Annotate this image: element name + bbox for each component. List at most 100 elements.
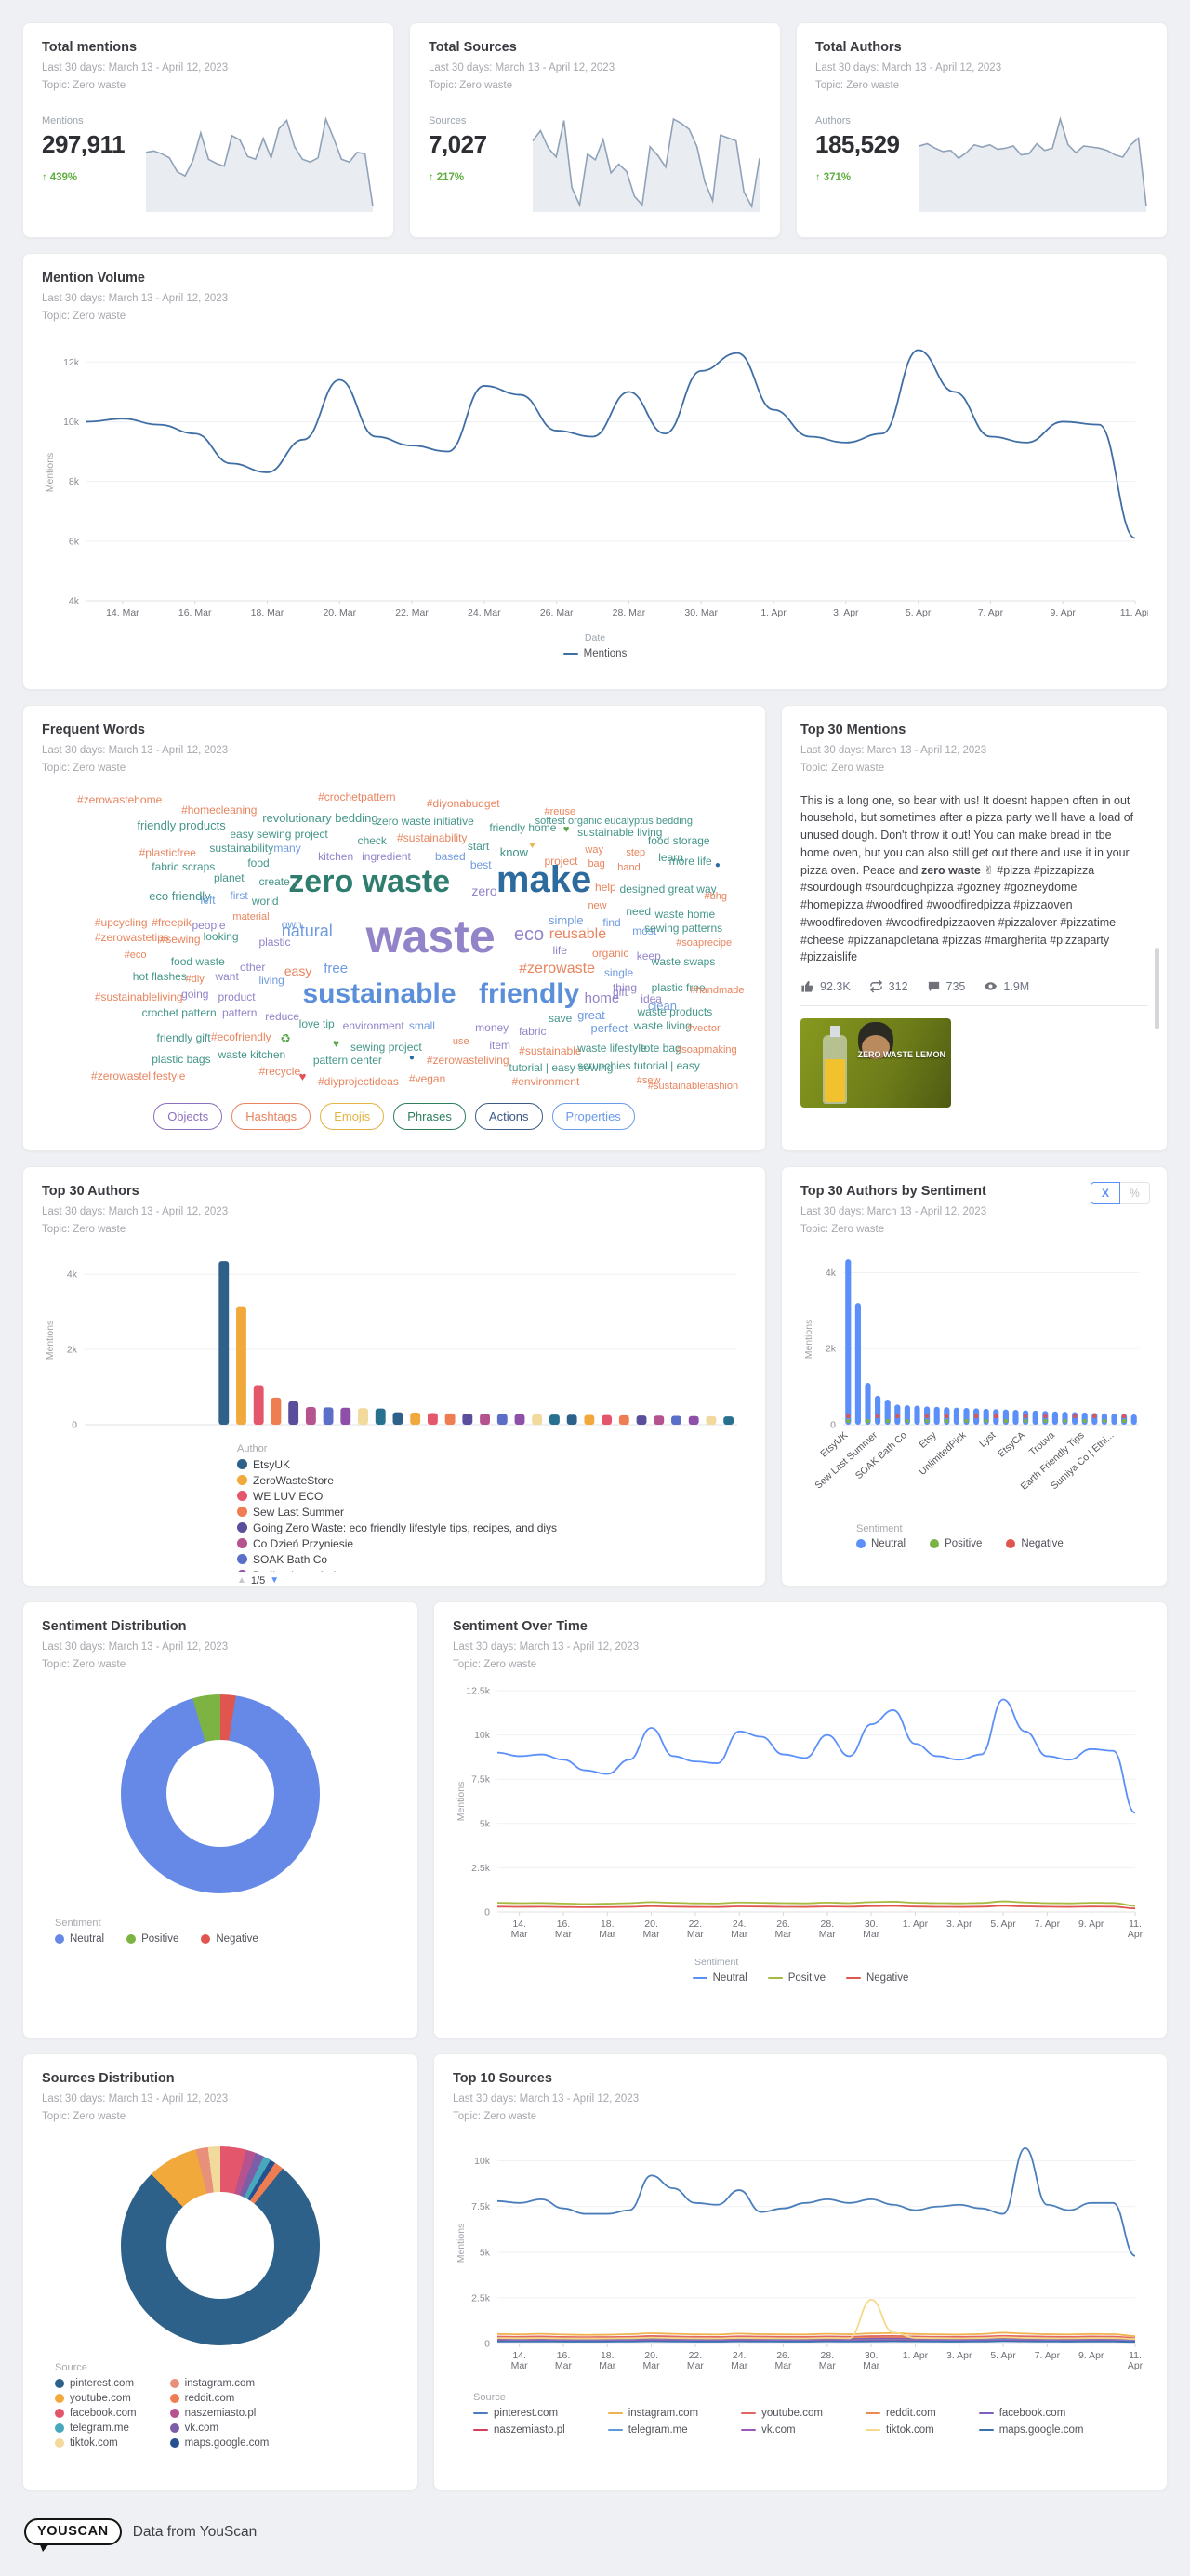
cloud-word[interactable]: waste swaps: [651, 954, 716, 968]
cloud-word[interactable]: single: [603, 965, 634, 979]
cloud-word[interactable]: crochet pattern: [141, 1006, 217, 1020]
cloud-word[interactable]: simple: [549, 913, 584, 928]
cloud-word[interactable]: friendly home: [489, 821, 557, 835]
cloud-word[interactable]: material: [232, 910, 270, 923]
cloud-word[interactable]: pattern: [222, 1006, 258, 1020]
cloud-word[interactable]: revolutionary bedding: [262, 811, 378, 826]
cloud-word[interactable]: ●: [408, 1052, 415, 1063]
legend-item[interactable]: instagram.com: [169, 2378, 270, 2389]
cloud-word[interactable]: #upcycling: [94, 915, 148, 929]
cloud-word[interactable]: #ecofriendly: [210, 1030, 271, 1044]
cloud-word[interactable]: fabric: [519, 1025, 547, 1039]
cloud-word[interactable]: easy: [284, 963, 312, 979]
cloud-word[interactable]: first: [230, 889, 248, 903]
cloud-word[interactable]: ♥: [529, 841, 536, 852]
cloud-word[interactable]: sustainability: [209, 842, 274, 856]
cloud-word[interactable]: #zerowastehome: [76, 792, 163, 806]
cloud-word[interactable]: #zerowaste: [519, 960, 595, 976]
cloud-word[interactable]: friendly products: [137, 817, 226, 832]
cloud-word[interactable]: #zerowasteliving: [426, 1054, 509, 1067]
cloud-word[interactable]: #soapmaking: [676, 1044, 737, 1056]
cloud-word[interactable]: many: [273, 842, 301, 856]
cloud-word[interactable]: #crochetpattern: [318, 790, 396, 804]
legend-item[interactable]: pinterest.com: [473, 2408, 565, 2419]
cloud-word[interactable]: eco: [513, 924, 545, 946]
legend-item[interactable]: Neutral: [692, 1972, 747, 1984]
cloud-word[interactable]: find: [602, 915, 621, 929]
cloud-word[interactable]: #plasticfree: [139, 846, 196, 860]
cloud-word[interactable]: perfect: [590, 1020, 628, 1035]
word-filter-chip-emojis[interactable]: Emojis: [320, 1102, 385, 1130]
cloud-word[interactable]: waste living: [633, 1019, 692, 1033]
cloud-word[interactable]: softest organic eucalyptus bedding: [535, 815, 693, 827]
cloud-word[interactable]: #bhg: [704, 891, 727, 903]
cloud-word[interactable]: best: [469, 858, 492, 872]
cloud-word[interactable]: #homecleaning: [181, 803, 258, 817]
cloud-word[interactable]: ♻: [280, 1031, 291, 1046]
cloud-word[interactable]: going: [181, 988, 209, 1002]
sentiment-over-time-chart[interactable]: 0 2.5k 5k 7.5k 10k 12.5k 14. Mar 16. Mar 18. Mar 20.…: [453, 1681, 1148, 1953]
cloud-word[interactable]: #diyonabudget: [426, 797, 500, 811]
cloud-word[interactable]: ●: [714, 860, 721, 871]
cloud-word[interactable]: world: [251, 895, 279, 909]
legend-item[interactable]: SOAK Bath Co: [237, 1553, 747, 1566]
legend-item[interactable]: reddit.com: [866, 2408, 936, 2419]
cloud-word[interactable]: food storage: [647, 834, 710, 848]
word-filter-chip-actions[interactable]: Actions: [474, 1102, 543, 1130]
cloud-word[interactable]: #environment: [511, 1074, 580, 1088]
cloud-word[interactable]: gift: [612, 986, 628, 1000]
legend-item[interactable]: vk.com: [741, 2424, 823, 2436]
legend-item[interactable]: naszemiasto.pl: [169, 2408, 270, 2419]
cloud-word[interactable]: other: [239, 960, 266, 974]
cloud-word[interactable]: #diyprojectideas: [318, 1075, 399, 1089]
cloud-word[interactable]: reduce: [265, 1009, 299, 1023]
cloud-word[interactable]: waste kitchen: [218, 1048, 286, 1062]
cloud-word[interactable]: #freepik: [152, 915, 192, 929]
cloud-word[interactable]: based: [434, 849, 466, 863]
legend-item[interactable]: Negative: [845, 1972, 908, 1984]
cloud-word[interactable]: tote bag: [641, 1041, 681, 1055]
cloud-word[interactable]: keep: [636, 949, 661, 963]
word-filter-chip-hashtags[interactable]: Hashtags: [231, 1102, 311, 1130]
cloud-word[interactable]: new: [588, 900, 607, 911]
cloud-word[interactable]: save: [549, 1012, 573, 1026]
legend-item[interactable]: tiktok.com: [866, 2424, 936, 2436]
legend-item[interactable]: Negative: [1006, 1538, 1064, 1549]
cloud-word[interactable]: way: [585, 843, 603, 856]
legend-item[interactable]: pinterest.com: [55, 2378, 137, 2389]
cloud-word[interactable]: hand: [617, 861, 641, 873]
cloud-word[interactable]: scrunchies tutorial | easy: [577, 1058, 700, 1072]
cloud-word[interactable]: plastic: [258, 935, 291, 949]
cloud-word[interactable]: ♥: [333, 1037, 340, 1051]
sentiment-donut-chart[interactable]: [121, 1693, 320, 1893]
legend-item[interactable]: youtube.com: [741, 2408, 823, 2419]
cloud-word[interactable]: food: [247, 856, 270, 870]
cloud-word[interactable]: easy sewing project: [230, 828, 328, 842]
legend-item[interactable]: Badineries créations: [237, 1569, 747, 1572]
legend-item[interactable]: Positive: [930, 1538, 982, 1549]
pager-down-icon[interactable]: ▼: [270, 1575, 280, 1587]
cloud-word[interactable]: free: [324, 960, 349, 976]
legend-item[interactable]: facebook.com: [978, 2408, 1084, 2419]
top-sources-chart[interactable]: 0 2.5k 5k 7.5k 10k 14. Mar 16. Mar 18. Mar 20. Mar 22…: [453, 2133, 1148, 2384]
cloud-word[interactable]: #sewing: [159, 933, 201, 947]
legend-item[interactable]: telegram.me: [607, 2424, 698, 2436]
cloud-word[interactable]: friendly gift: [156, 1031, 211, 1045]
legend-item[interactable]: EtsyUK: [237, 1458, 747, 1471]
toggle-percent-button[interactable]: %: [1120, 1182, 1150, 1204]
cloud-word[interactable]: #vector: [686, 1023, 721, 1034]
cloud-word[interactable]: check: [357, 834, 387, 848]
cloud-word[interactable]: left: [200, 893, 216, 907]
cloud-word[interactable]: start: [467, 839, 490, 853]
cloud-word[interactable]: designed great way: [619, 883, 717, 896]
cloud-word[interactable]: people: [192, 918, 226, 932]
cloud-word[interactable]: waste: [365, 910, 496, 963]
cloud-word[interactable]: sustainable: [302, 978, 456, 1010]
cloud-word[interactable]: #sustainableliving: [94, 989, 183, 1003]
cloud-word[interactable]: more life: [668, 855, 712, 869]
cloud-word[interactable]: #zerowastetips: [94, 931, 169, 944]
cloud-word[interactable]: idea: [641, 992, 662, 1005]
cloud-word[interactable]: thing: [612, 981, 637, 995]
legend-item[interactable]: Neutral: [856, 1538, 906, 1549]
cloud-word[interactable]: plastic bags: [152, 1052, 211, 1066]
